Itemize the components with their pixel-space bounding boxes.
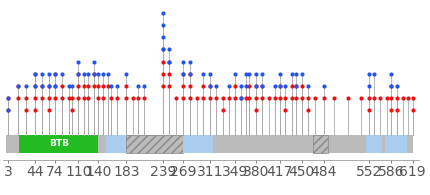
Bar — [385, 135, 407, 152]
Bar — [184, 135, 213, 152]
Text: BTB: BTB — [49, 139, 69, 148]
Bar — [106, 135, 126, 152]
Bar — [19, 135, 98, 152]
Bar — [313, 135, 328, 152]
Bar — [366, 135, 382, 152]
Bar — [6, 135, 413, 152]
Bar — [126, 135, 184, 152]
